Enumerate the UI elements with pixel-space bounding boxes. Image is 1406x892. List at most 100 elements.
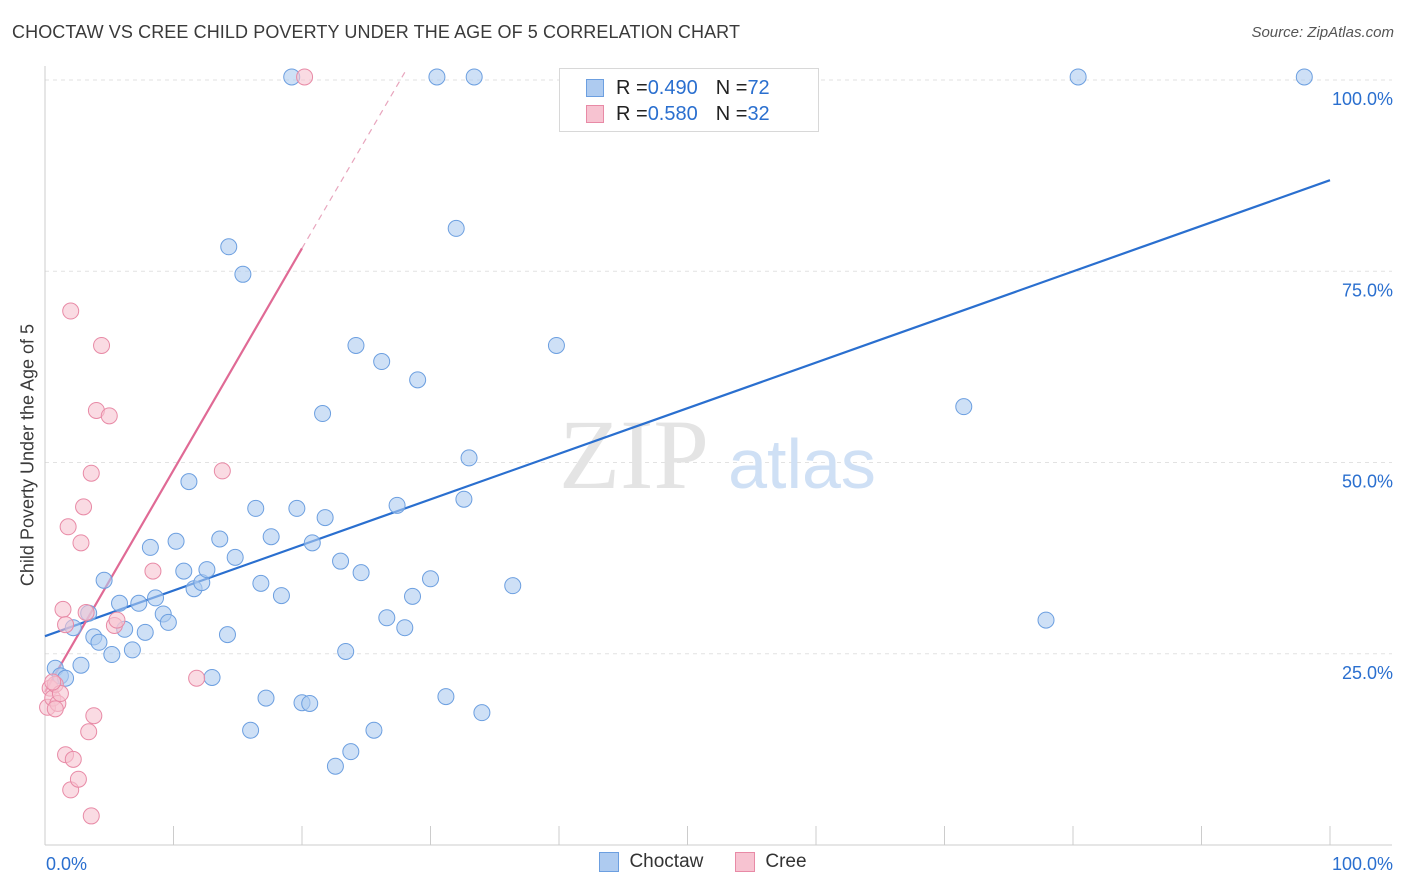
point-choctaw [473,704,491,722]
point-cree [69,770,87,788]
gridlines [45,79,1392,655]
legend-swatch-cree [586,105,604,123]
point-choctaw [378,609,396,627]
point-choctaw [95,571,113,589]
point-cree [62,302,80,320]
legend-n-label: N = [715,102,748,125]
point-choctaw [1069,68,1087,86]
legend-swatch-choctaw [586,79,604,97]
point-cree [82,464,100,482]
legend-row-choctaw: R = 0.490 N = 72 [586,76,770,100]
point-cree [59,518,77,536]
tick-labels: 25.0% 50.0% 75.0% 100.0% 0.0% 100.0% [46,89,1393,874]
point-cree [44,673,62,691]
point-cree [144,562,162,580]
legend-r-value: 0.580 [647,102,698,125]
point-choctaw [211,530,229,548]
point-cree [93,336,111,354]
series-swatch-cree [735,852,756,872]
point-choctaw [460,449,478,467]
point-cree [296,68,314,86]
point-choctaw [316,509,334,527]
point-choctaw [136,623,154,641]
y-tick-label: 100.0% [1332,89,1393,109]
point-choctaw [455,490,473,508]
y-tick-label: 50.0% [1342,472,1393,492]
point-choctaw [437,688,455,706]
series-legend-choctaw[interactable]: Choctaw [599,851,703,873]
point-choctaw [103,646,121,664]
point-choctaw [373,353,391,371]
series-label-cree: Cree [765,851,807,872]
point-cree [188,669,206,687]
point-cree [108,611,126,629]
legend-row-cree: R = 0.580 N = 32 [586,102,770,126]
watermark-atlas: atlas [728,425,876,503]
point-choctaw [303,534,321,552]
point-choctaw [220,238,238,256]
point-choctaw [180,473,198,491]
legend-r-label: R = [616,102,648,125]
point-choctaw [347,336,365,354]
point-choctaw [141,538,159,556]
y-tick-label: 75.0% [1342,280,1393,300]
point-choctaw [242,721,260,739]
legend-r-label: R = [616,76,648,99]
trendline-choctaw [44,179,1331,638]
point-choctaw [167,532,185,550]
point-cree [80,723,98,741]
point-choctaw [342,743,360,761]
point-choctaw [288,499,306,517]
point-choctaw [428,68,446,86]
legend-r-value: 0.490 [647,76,698,99]
point-choctaw [257,689,275,707]
data-points [39,68,1313,825]
point-choctaw [203,668,221,686]
point-choctaw [198,561,216,579]
point-cree [213,462,231,480]
point-choctaw [352,564,370,582]
point-choctaw [326,757,344,775]
source-credit: Source: ZipAtlas.com [1251,24,1394,41]
trendline-extension-cree [301,72,406,249]
point-cree [100,407,118,425]
point-choctaw [226,548,244,566]
point-choctaw [218,626,236,644]
point-cree [46,700,64,718]
point-choctaw [247,499,265,517]
point-choctaw [465,68,483,86]
point-cree [82,807,100,825]
point-choctaw [301,694,319,712]
point-cree [85,707,103,725]
point-choctaw [314,405,332,423]
point-cree [54,600,72,618]
point-cree [77,603,95,621]
point-choctaw [90,633,108,651]
point-choctaw [955,398,973,416]
x-tick-label: 100.0% [1332,854,1393,874]
chart-title: CHOCTAW VS CREE CHILD POVERTY UNDER THE … [12,22,741,42]
point-choctaw [147,589,165,607]
watermark: ZIP atlas [559,399,876,510]
point-choctaw [262,528,280,546]
point-cree [75,498,93,516]
point-choctaw [272,587,290,605]
point-choctaw [1037,611,1055,629]
legend-n-value: 72 [747,76,770,99]
point-choctaw [504,577,522,595]
series-legend: Choctaw Cree [0,851,1406,873]
point-choctaw [396,619,414,637]
point-choctaw [252,574,270,592]
point-cree [72,534,90,552]
point-choctaw [175,562,193,580]
point-choctaw [111,594,129,612]
x-tick-label: 0.0% [46,854,87,874]
legend-n-label: N = [715,76,748,99]
point-choctaw [422,570,439,588]
axes [44,66,1392,846]
point-choctaw [388,496,406,514]
point-choctaw [130,594,148,612]
series-legend-cree[interactable]: Cree [735,851,807,873]
point-choctaw [337,642,355,660]
